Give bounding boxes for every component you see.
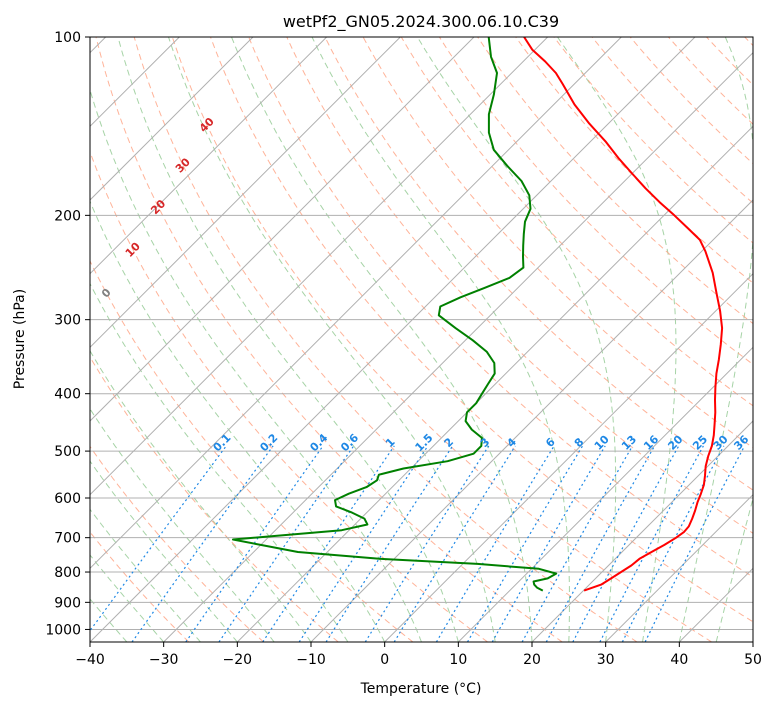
- y-axis-ticks: 100 200 300 400 500 600 700 800 900 1000: [45, 30, 90, 638]
- y-tick-label: 300: [54, 313, 81, 329]
- dry-adiabat-line: [95, 37, 563, 642]
- isotherm-line: [90, 37, 401, 349]
- moist-adiabat-line: [416, 37, 617, 642]
- dewpoint-profile-line: [232, 37, 558, 592]
- mixing-ratio-line: [521, 445, 634, 642]
- isotherm-line: [457, 346, 753, 642]
- x-tick-label: −10: [296, 652, 326, 668]
- mixing-ratio-line: [435, 445, 555, 642]
- y-tick-label: 400: [54, 387, 81, 403]
- isotherm-line: [90, 37, 254, 201]
- dry-adiabat-line: [324, 37, 753, 491]
- isotherm-line: [163, 51, 753, 642]
- dry-adiabat-line: [515, 37, 753, 284]
- x-tick-label: 20: [523, 652, 541, 668]
- isotherm-line: [605, 493, 753, 642]
- y-tick-label: 200: [54, 208, 81, 224]
- moist-adiabat-line: [90, 554, 165, 642]
- mixing-ratio-line: [262, 445, 395, 642]
- chart-title: wetPf2_GN05.2024.300.06.10.C39: [283, 12, 559, 32]
- moist-adiabat-line: [715, 496, 753, 642]
- moist-adiabat-line: [678, 37, 753, 642]
- y-tick-label: 700: [54, 531, 81, 547]
- moist-adiabat-line: [90, 282, 349, 642]
- mixing-ratio-line: [599, 445, 704, 642]
- isotherm-line: [90, 37, 328, 275]
- moist-adiabat-line: [90, 460, 238, 642]
- x-tick-label: 50: [744, 652, 762, 668]
- isotherm-line: [236, 125, 753, 642]
- moist-adiabat-line: [168, 37, 496, 642]
- dry-adiabat-line: [133, 37, 638, 642]
- plot-frame: [89, 36, 754, 643]
- isotherm-line: [90, 37, 696, 642]
- mixing-ratio-line: [218, 445, 355, 642]
- moist-adiabat-line: [311, 37, 570, 642]
- x-tick-label: 0: [380, 652, 389, 668]
- y-tick-label: 800: [54, 565, 81, 581]
- mixing-ratio-line: [491, 445, 606, 642]
- dry-adiabat-line: [90, 259, 414, 642]
- y-tick-label: 1000: [45, 622, 81, 638]
- pressure-gridlines: [90, 37, 753, 630]
- y-tick-label: 100: [54, 30, 81, 46]
- dry-adiabat-line: [210, 37, 753, 623]
- sounding-profiles: [232, 37, 724, 592]
- isotherm-line: [90, 37, 549, 496]
- moist-adiabat-line: [117, 37, 459, 642]
- mixing-ratio-line: [644, 445, 746, 642]
- dry-adiabats: [90, 37, 753, 642]
- moist-adiabat-line: [90, 200, 386, 642]
- isotherm-line: [90, 37, 475, 422]
- isotherms: [90, 37, 753, 642]
- y-axis-label: Pressure (hPa): [12, 289, 28, 389]
- x-tick-label: 30: [597, 652, 615, 668]
- dry-adiabat-line: [171, 37, 712, 642]
- mixing-ratio-line: [545, 445, 656, 642]
- y-tick-label: 900: [54, 595, 81, 611]
- moist-adiabat-line: [231, 37, 533, 642]
- y-tick-label: 500: [54, 444, 81, 460]
- mixing-ratio-line: [131, 445, 274, 642]
- moist-adiabat-line: [90, 408, 275, 642]
- moist-adiabat-line: [90, 88, 422, 642]
- dry-adiabat-line: [286, 37, 753, 534]
- y-tick-label: 600: [54, 491, 81, 507]
- dry-adiabat-line: [90, 445, 264, 642]
- isotherm-line: [531, 420, 753, 642]
- dry-adiabat-line: [248, 37, 753, 578]
- x-tick-label: 40: [670, 652, 688, 668]
- isotherm-line: [384, 272, 753, 642]
- x-axis-ticks: −40 −30 −20 −10 0 10 20 30 40 50: [75, 642, 762, 668]
- x-tick-label: −30: [149, 652, 179, 668]
- x-tick-label: −40: [75, 652, 105, 668]
- isotherm-line: [310, 199, 753, 642]
- mixing-ratio-line: [466, 445, 584, 642]
- x-tick-label: 10: [449, 652, 467, 668]
- moist-adiabat-line: [90, 598, 128, 642]
- x-tick-label: −20: [223, 652, 253, 668]
- x-axis-label: Temperature (°C): [360, 681, 482, 697]
- mixing-ratio-line: [572, 445, 680, 642]
- isotherm-line: [90, 37, 622, 570]
- moist-adiabat-line: [90, 508, 201, 642]
- temperature-profile-line: [523, 37, 724, 592]
- mixing-ratio-lines: [90, 445, 746, 642]
- mixing-ratio-line: [621, 445, 725, 642]
- mixing-ratio-line: [298, 445, 429, 642]
